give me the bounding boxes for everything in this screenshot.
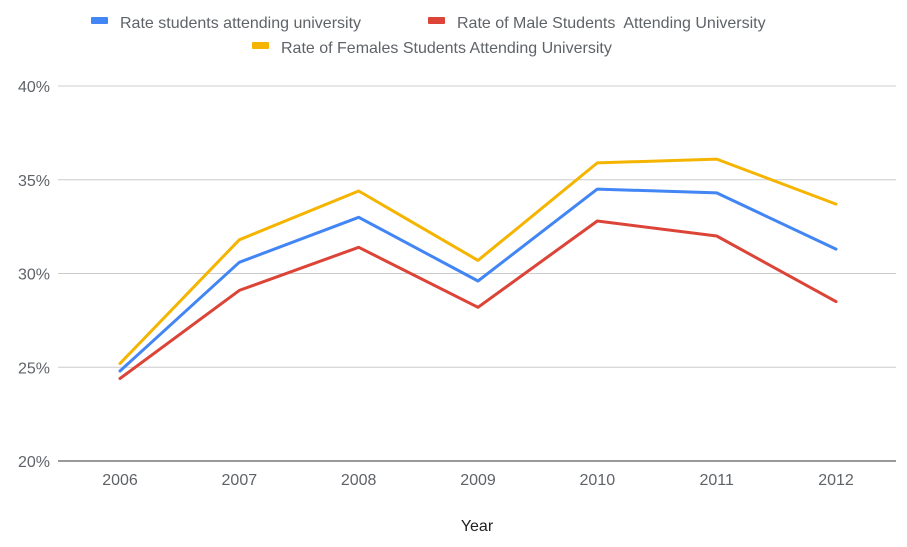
legend-swatch [428,17,445,24]
legend-label: Rate of Male Students Attending Universi… [457,15,766,32]
x-tick-label: 2007 [222,472,258,489]
y-axis-ticks: 20% 25% 30% 35% 40% [18,79,50,471]
x-tick-label: 2010 [580,472,616,489]
y-tick-label: 20% [18,454,50,471]
x-tick-label: 2012 [818,472,854,489]
series-line-1 [118,187,838,373]
x-tick-label: 2008 [341,472,377,489]
y-tick-label: 40% [18,79,50,96]
chart-series [118,157,838,380]
x-tick-label: 2009 [460,472,496,489]
chart-legend: Rate students attending university Rate o… [91,15,766,57]
x-axis-ticks: 2006 2007 2008 2009 2010 2011 2012 [102,472,854,489]
x-tick-label: 2006 [102,472,138,489]
x-axis-title: Year [461,518,494,535]
series-line-2 [118,219,838,380]
legend-label: Rate of Females Students Attending Unive… [281,40,612,57]
chart-gridlines [58,85,896,462]
legend-swatch [91,17,108,24]
legend-swatch [252,42,269,49]
series-line-3 [118,157,838,365]
y-tick-label: 25% [18,360,50,377]
y-tick-label: 30% [18,267,50,284]
x-tick-label: 2011 [699,472,734,489]
legend-label: Rate students attending university [120,15,361,32]
y-tick-label: 35% [18,173,50,190]
